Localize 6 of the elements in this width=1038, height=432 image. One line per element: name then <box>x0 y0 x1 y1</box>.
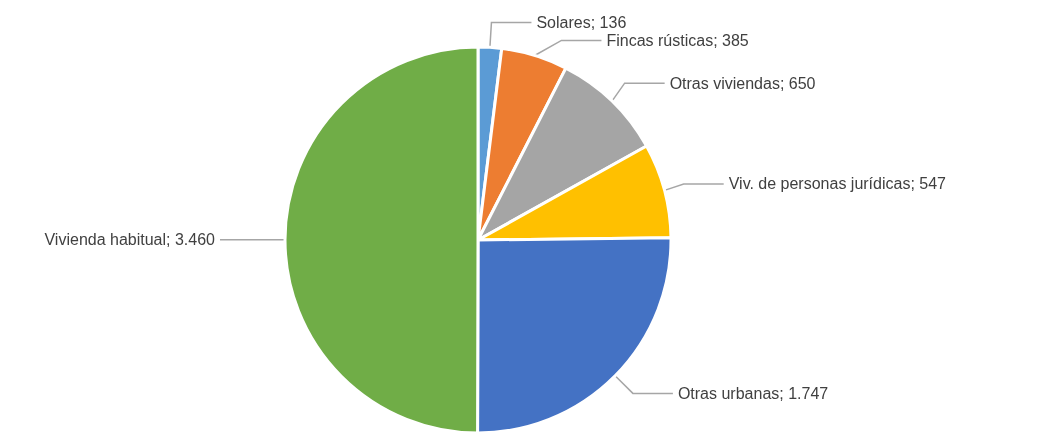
slice-label: Fincas rústicas; 385 <box>606 31 749 49</box>
slice-label: Viv. de personas jurídicas; 547 <box>728 175 947 193</box>
slice-label: Vivienda habitual; 3.460 <box>44 231 216 249</box>
slice-label: Otras viviendas; 650 <box>669 74 816 92</box>
slice-label: Solares; 136 <box>536 13 627 31</box>
slice-label: Otras urbanas; 1.747 <box>677 384 829 402</box>
